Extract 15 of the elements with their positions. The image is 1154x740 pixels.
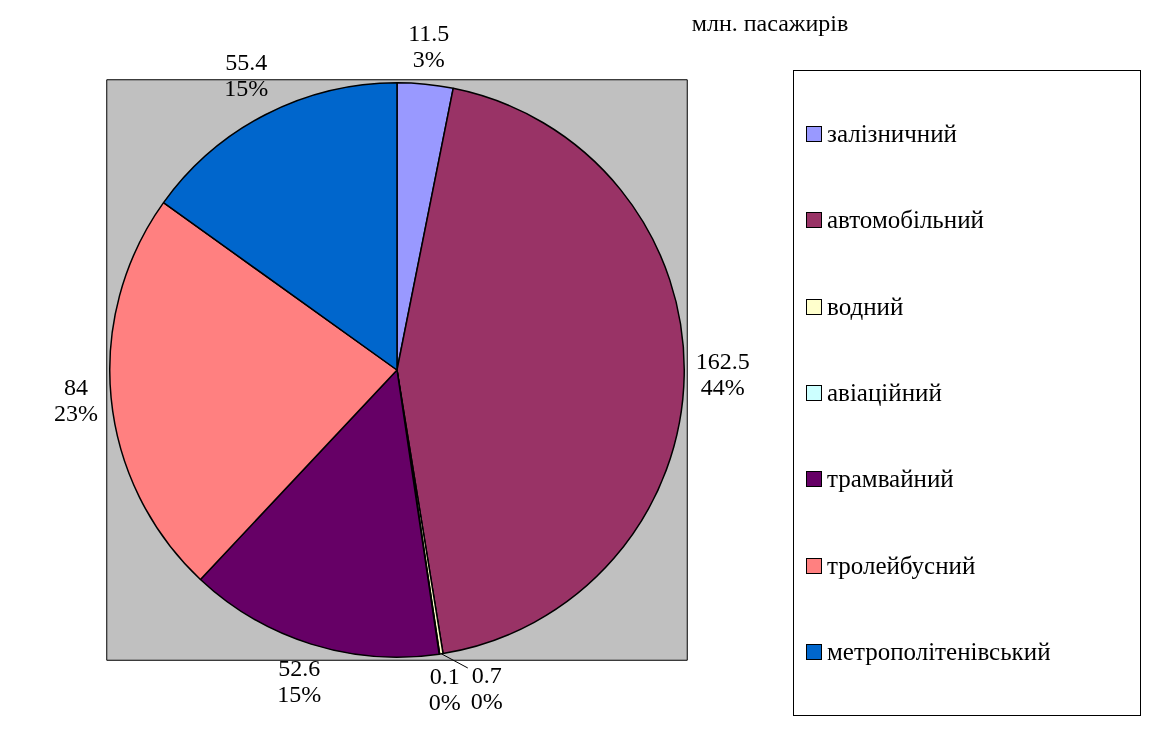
data-label: 55.4 15% [224,48,269,101]
data-label: 52.6 15% [277,654,322,707]
data-label: 84 23% [53,373,98,426]
legend-label: авіаційний [827,378,942,407]
legend-label: метрополітенівський [827,637,1051,666]
legend-label: залізничний [827,120,957,149]
data-label: 0.1 0% [428,662,461,715]
data-label: 11.5 3% [408,20,450,73]
chart-title: млн. пасажирів [690,10,850,37]
legend-label: трамвайний [827,465,954,494]
data-label: 162.5 44% [695,348,750,401]
legend-label: тролейбусний [827,551,976,580]
legend-label: автомобільний [827,206,984,235]
data-label: 0.7 0% [470,662,503,715]
legend-label: водний [827,292,904,321]
